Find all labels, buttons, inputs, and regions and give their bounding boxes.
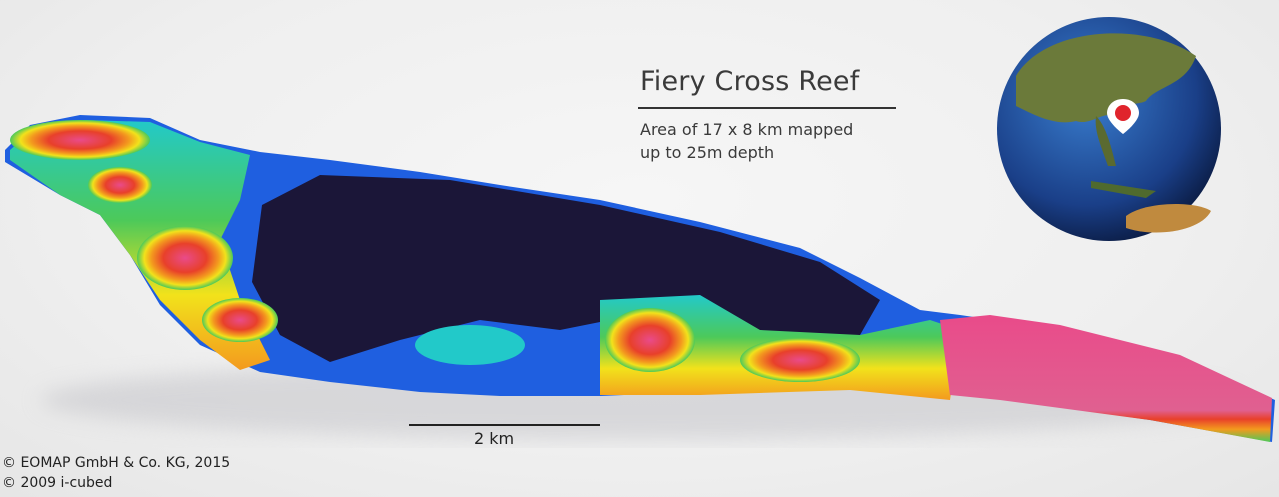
shoal — [202, 298, 278, 342]
indonesia-landmass — [1091, 181, 1156, 198]
lagoon — [252, 175, 880, 362]
credit-icubed: © 2009 i-cubed — [2, 475, 113, 491]
shoal — [415, 325, 525, 365]
indochina-landmass — [1095, 116, 1116, 166]
scale-bar-label: 2 km — [474, 429, 515, 448]
shoal — [137, 226, 233, 290]
shoal — [88, 167, 152, 203]
shoal — [10, 120, 150, 160]
map-pin-icon — [1107, 99, 1139, 134]
map-subtitle: Area of 17 x 8 km mapped up to 25m depth — [640, 118, 853, 164]
scale-bar — [409, 424, 600, 426]
eastern-plateau — [940, 315, 1272, 442]
subtitle-line: Area of 17 x 8 km mapped — [640, 120, 854, 139]
credit-eomap: © EOMAP GmbH & Co. KG, 2015 — [2, 455, 231, 471]
asia-landmass — [1016, 33, 1196, 123]
subtitle-line: up to 25m depth — [640, 143, 775, 162]
map-title: Fiery Cross Reef — [640, 66, 860, 97]
shoal — [605, 308, 695, 372]
title-divider — [638, 107, 896, 109]
locator-globe — [997, 17, 1221, 241]
reef-rim — [10, 120, 270, 370]
shoal — [740, 338, 860, 382]
australia-landmass — [1126, 204, 1211, 233]
